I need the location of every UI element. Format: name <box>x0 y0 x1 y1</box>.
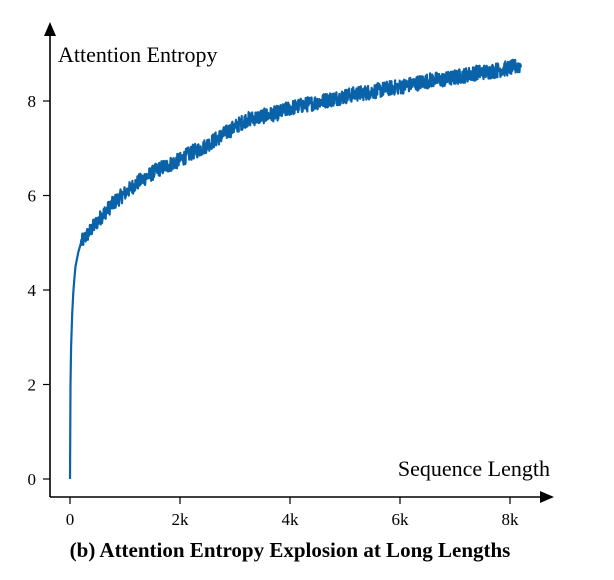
y-tick-label-4: 8 <box>28 92 37 111</box>
x-axis-title: Sequence Length <box>398 456 550 481</box>
series-line-0 <box>68 58 522 480</box>
y-tick-label-3: 6 <box>28 187 37 206</box>
x-tick-label-2: 4k <box>282 510 300 529</box>
y-tick-label-0: 0 <box>28 470 37 489</box>
x-tick-label-4: 8k <box>502 510 520 529</box>
y-tick-label-1: 2 <box>28 376 37 395</box>
x-tick-label-3: 6k <box>392 510 410 529</box>
x-tick-label-0: 0 <box>66 510 75 529</box>
series-group <box>68 58 522 480</box>
x-axis-arrow <box>540 491 554 503</box>
x-axis <box>50 491 554 503</box>
x-tick-label-1: 2k <box>172 510 190 529</box>
y-tick-label-2: 4 <box>28 281 37 300</box>
y-axis-title: Attention Entropy <box>58 42 217 67</box>
y-axis-arrow <box>44 22 56 36</box>
y-axis <box>44 22 56 497</box>
x-ticks: 0 2k 4k 6k 8k <box>66 497 519 529</box>
chart-title: (b) Attention Entropy Explosion at Long … <box>70 538 511 562</box>
y-ticks: 0 2 4 6 8 <box>28 92 50 489</box>
